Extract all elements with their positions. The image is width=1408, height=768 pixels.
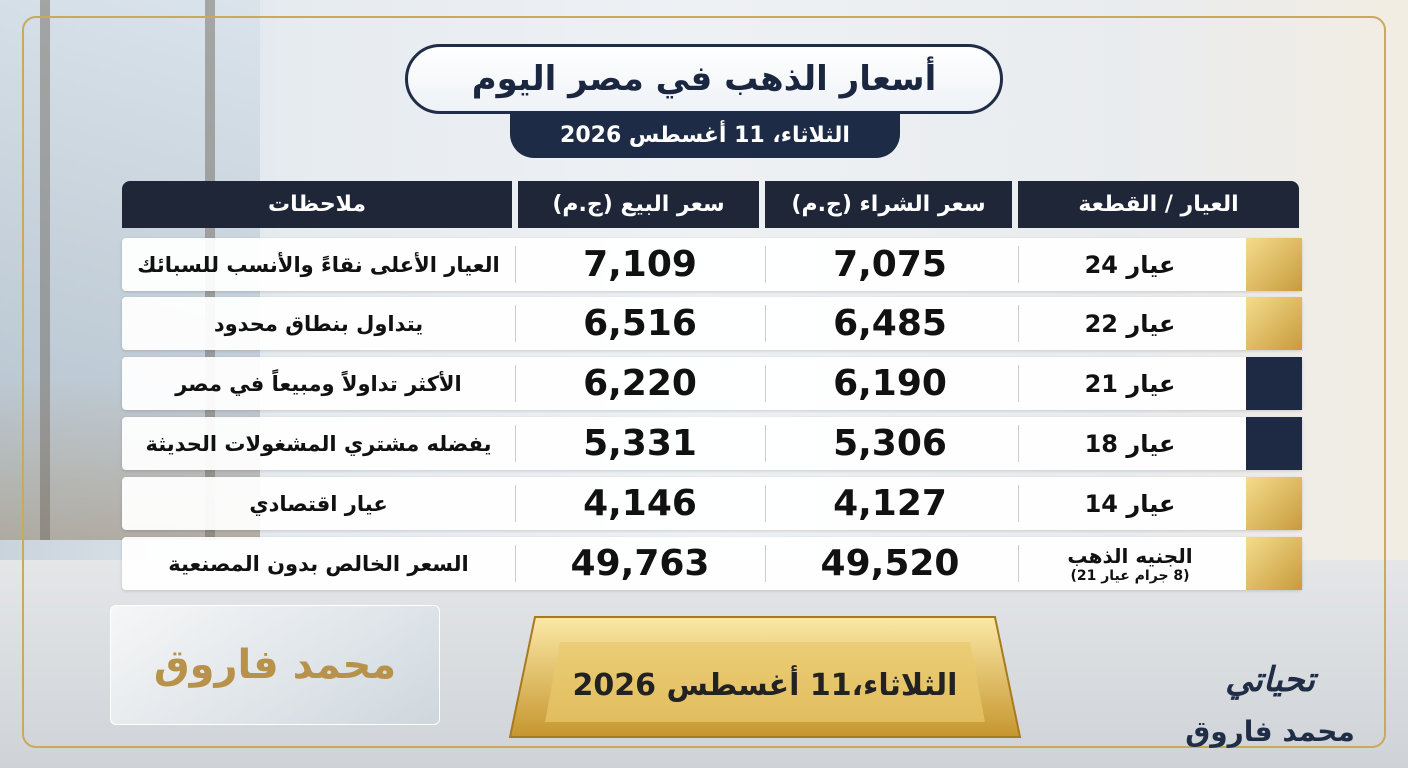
bar-date: الثلاثاء،11 أغسطس 2026 bbox=[572, 667, 958, 703]
column-separator bbox=[1018, 545, 1019, 582]
grade-cell: عيار 21 bbox=[1018, 357, 1242, 410]
column-separator bbox=[765, 545, 766, 582]
grade-name: عيار 14 bbox=[1084, 489, 1176, 518]
table-row: عيار 18 5,306 5,331 يفضله مشتري المشغولات ا… bbox=[122, 417, 1302, 470]
table-row: عيار 24 7,075 7,109 العيار الأعلى نقاءً وال… bbox=[122, 238, 1302, 291]
bar-face bbox=[545, 642, 985, 722]
signature: محمد فاروق bbox=[1185, 715, 1355, 748]
sell-price: 7,109 bbox=[583, 244, 697, 285]
grade-cell: عيار 18 bbox=[1018, 417, 1242, 470]
buy-price: 49,520 bbox=[820, 543, 960, 584]
grade-cell: عيار 22 bbox=[1018, 297, 1242, 350]
grade-cell: عيار 24 bbox=[1018, 238, 1242, 291]
sell-price: 4,146 bbox=[583, 483, 697, 524]
note: عيار اقتصادي bbox=[249, 491, 388, 516]
buy-price: 6,190 bbox=[833, 363, 947, 404]
gold-bar bbox=[508, 616, 1022, 738]
grade-name: عيار 18 bbox=[1084, 429, 1176, 458]
grade-subname: (8 جرام عيار 21) bbox=[1070, 567, 1190, 584]
column-separator bbox=[515, 425, 516, 462]
buy-price: 5,306 bbox=[833, 423, 947, 464]
buy-price: 6,485 bbox=[833, 303, 947, 344]
column-separator bbox=[515, 485, 516, 522]
column-separator bbox=[1018, 365, 1019, 402]
row-icon bbox=[1246, 238, 1302, 291]
row-icon bbox=[1246, 537, 1302, 590]
table-row: عيار 14 4,127 4,146 عيار اقتصادي bbox=[122, 477, 1302, 530]
column-separator bbox=[515, 545, 516, 582]
table-row: عيار 21 6,190 6,220 الأكثر تداولاً ومبيعاً … bbox=[122, 357, 1302, 410]
grade-name: عيار 21 bbox=[1084, 369, 1176, 398]
sell-price: 6,516 bbox=[583, 303, 697, 344]
column-separator bbox=[765, 365, 766, 402]
date: الثلاثاء، 11 أغسطس 2026 bbox=[510, 112, 900, 158]
row-icon bbox=[1246, 417, 1302, 470]
table-row: الجنيه الذهب (8 جرام عيار 21) 49,520 49,763… bbox=[122, 537, 1302, 590]
column-header: ملاحظات bbox=[122, 181, 512, 228]
column-header: سعر الشراء (ج.م) bbox=[765, 181, 1012, 228]
window-frame bbox=[40, 0, 50, 540]
note: العيار الأعلى نقاءً والأنسب للسبائك bbox=[137, 252, 500, 277]
sell-price: 5,331 bbox=[583, 423, 697, 464]
column-separator bbox=[515, 305, 516, 342]
greeting: تحياتي bbox=[1225, 660, 1315, 700]
table-row: عيار 22 6,485 6,516 يتداول بنطاق محدود bbox=[122, 297, 1302, 350]
column-separator bbox=[515, 365, 516, 402]
note: يتداول بنطاق محدود bbox=[213, 311, 424, 336]
column-separator bbox=[1018, 425, 1019, 462]
sell-price: 49,763 bbox=[570, 543, 710, 584]
grade-cell: عيار 14 bbox=[1018, 477, 1242, 530]
grade-name: الجنيه الذهب bbox=[1067, 543, 1193, 568]
buy-price: 7,075 bbox=[833, 244, 947, 285]
note: السعر الخالص بدون المصنعية bbox=[168, 551, 469, 576]
column-header: سعر البيع (ج.م) bbox=[518, 181, 759, 228]
column-header: العيار / القطعة bbox=[1018, 181, 1299, 228]
frame-border bbox=[22, 16, 1386, 748]
note: يفضله مشتري المشغولات الحديثة bbox=[145, 431, 492, 456]
note: الأكثر تداولاً ومبيعاً في مصر bbox=[175, 371, 462, 396]
column-separator bbox=[765, 305, 766, 342]
row-icon bbox=[1246, 357, 1302, 410]
column-separator bbox=[1018, 485, 1019, 522]
grade-name: عيار 22 bbox=[1084, 309, 1176, 338]
row-icon bbox=[1246, 477, 1302, 530]
row-icon bbox=[1246, 297, 1302, 350]
column-separator bbox=[765, 425, 766, 462]
column-separator bbox=[515, 246, 516, 283]
grade-cell: الجنيه الذهب (8 جرام عيار 21) bbox=[1018, 537, 1242, 590]
column-separator bbox=[1018, 305, 1019, 342]
grade-name: عيار 24 bbox=[1084, 250, 1176, 279]
buy-price: 4,127 bbox=[833, 483, 947, 524]
glass-plaque: محمد فاروق bbox=[110, 605, 440, 725]
title: أسعار الذهب في مصر اليوم bbox=[405, 44, 1003, 114]
sell-price: 6,220 bbox=[583, 363, 697, 404]
column-separator bbox=[765, 246, 766, 283]
column-separator bbox=[1018, 246, 1019, 283]
column-separator bbox=[765, 485, 766, 522]
